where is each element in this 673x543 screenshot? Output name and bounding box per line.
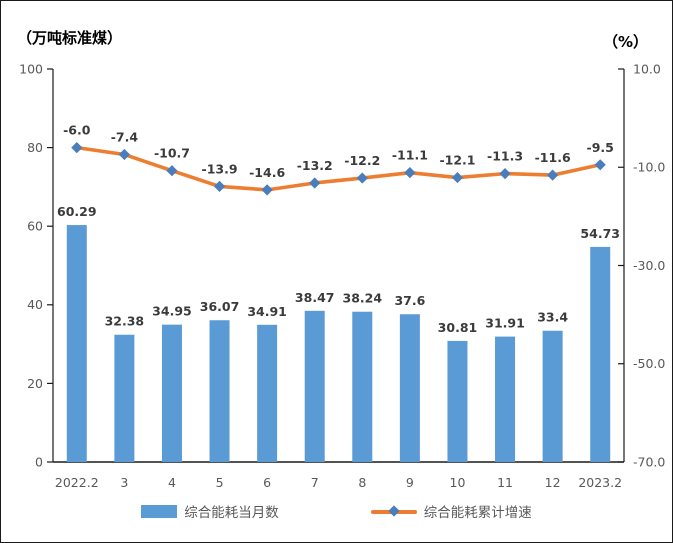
right-axis-title: （%） — [602, 33, 648, 51]
bar-data-label: 30.81 — [438, 320, 478, 335]
line-data-label: -10.7 — [154, 146, 190, 161]
left-axis-tick-label: 20 — [27, 376, 43, 391]
right-axis-tick-label: -10.0 — [633, 160, 665, 175]
line-marker — [166, 165, 178, 177]
x-axis-label: 7 — [311, 475, 319, 490]
line-data-label: -9.5 — [587, 140, 614, 155]
x-axis-label: 6 — [263, 475, 271, 490]
bar-data-label: 54.73 — [580, 226, 620, 241]
bar — [209, 320, 230, 462]
line-marker — [404, 167, 416, 179]
line-marker — [451, 171, 464, 184]
bar — [352, 311, 373, 462]
bar-data-label: 60.29 — [57, 204, 97, 219]
line-data-label: -13.2 — [297, 158, 333, 173]
bar — [304, 310, 325, 462]
bar — [495, 336, 516, 462]
left-axis-tick-label: 80 — [27, 140, 43, 155]
x-axis-label: 11 — [497, 475, 513, 490]
legend: 综合能耗当月数 综合能耗累计增速 — [1, 501, 672, 521]
line-series-swatch-icon — [370, 505, 417, 518]
line-data-label: -6.0 — [63, 123, 91, 138]
bar-data-label: 33.4 — [537, 310, 568, 325]
right-axis-tick-label: 10.0 — [633, 61, 661, 76]
bar-data-label: 38.47 — [295, 290, 335, 305]
diamond-marker-icon — [388, 505, 400, 517]
left-axis-title: （万吨标准煤） — [17, 29, 123, 47]
bar-series-swatch-icon — [141, 504, 178, 518]
x-axis-label: 8 — [358, 475, 366, 490]
x-axis-label: 2023.2 — [578, 475, 622, 490]
bar-data-label: 34.91 — [247, 304, 287, 319]
right-axis-tick-label: -30.0 — [633, 258, 665, 273]
line-marker — [118, 148, 130, 161]
bar — [257, 324, 278, 462]
line-data-label: -7.4 — [111, 129, 139, 144]
line-data-label: -12.1 — [439, 153, 475, 168]
left-axis-tick-label: 60 — [27, 219, 43, 234]
bar-data-label: 34.95 — [152, 304, 192, 319]
bar-data-label: 36.07 — [200, 299, 240, 314]
line-data-label: -11.1 — [392, 148, 428, 163]
legend-item-bar-series: 综合能耗当月数 — [141, 501, 279, 521]
right-axis-tick-label: -50.0 — [633, 356, 665, 371]
bar-data-label: 37.6 — [394, 293, 425, 308]
bar — [447, 340, 468, 462]
line-data-label: -14.6 — [249, 165, 285, 180]
line-marker — [356, 172, 368, 184]
left-axis-tick-label: 100 — [19, 61, 43, 76]
right-axis-tick-label: -70.0 — [633, 454, 665, 469]
line-marker — [213, 180, 226, 193]
left-axis-tick-label: 0 — [35, 454, 43, 469]
x-axis-label: 9 — [406, 475, 414, 490]
bar — [399, 314, 420, 462]
line-marker — [499, 168, 511, 180]
line-marker — [261, 184, 273, 196]
line-series — [74, 145, 603, 192]
x-axis-label: 10 — [450, 475, 466, 490]
x-axis-label: 12 — [545, 475, 561, 490]
line-marker — [594, 159, 606, 171]
line-data-label: -11.6 — [535, 150, 571, 165]
left-axis-tick-label: 40 — [27, 297, 43, 312]
line-data-label: -11.3 — [487, 149, 523, 164]
bar — [161, 324, 182, 462]
bar — [66, 225, 87, 462]
bar — [114, 334, 135, 462]
bar-data-label: 31.91 — [485, 316, 525, 331]
legend-label-line-series: 综合能耗累计增速 — [423, 505, 532, 521]
legend-label-bar-series: 综合能耗当月数 — [184, 505, 279, 521]
line-marker — [71, 142, 83, 154]
line-data-label: -12.2 — [344, 153, 380, 168]
legend-item-line-series: 综合能耗累计增速 — [370, 501, 532, 521]
bar — [542, 330, 563, 462]
x-axis-label: 3 — [120, 475, 128, 490]
x-axis-label: 2022.2 — [55, 475, 99, 490]
line-marker — [547, 169, 559, 181]
line-marker — [309, 177, 321, 189]
bar-data-label: 38.24 — [343, 291, 383, 306]
x-axis-label: 5 — [216, 475, 224, 490]
bar — [590, 246, 611, 462]
x-axis-label: 4 — [168, 475, 176, 490]
line-data-label: -13.9 — [202, 161, 238, 176]
bar-data-label: 32.38 — [105, 314, 145, 329]
